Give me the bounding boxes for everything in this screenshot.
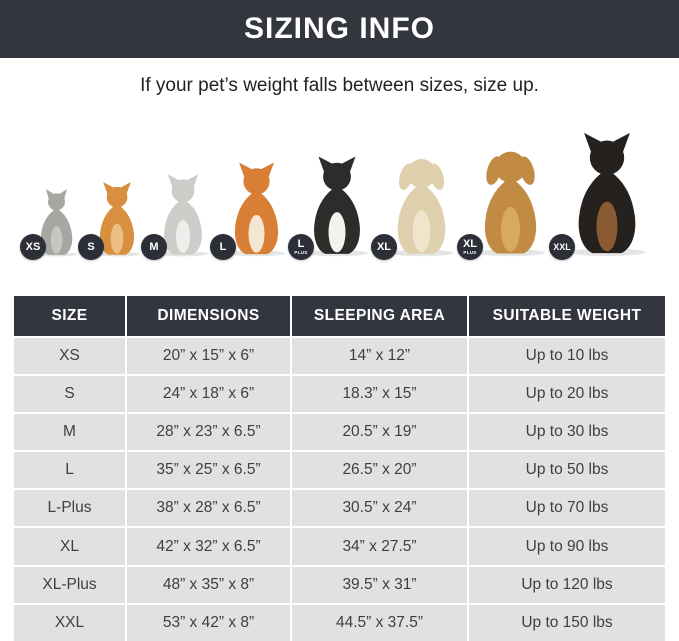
table-cell: Up to 90 lbs bbox=[469, 528, 665, 565]
pet-size-lineup: XS S M L L PLUS bbox=[0, 100, 679, 270]
pomeranian-icon bbox=[88, 181, 146, 262]
table-cell: Up to 10 lbs bbox=[469, 338, 665, 375]
table-cell: 30.5” x 24” bbox=[292, 490, 467, 527]
size-badge-label: M bbox=[149, 240, 159, 253]
size-badge-label: L bbox=[297, 237, 305, 250]
border-collie-icon bbox=[298, 155, 376, 262]
size-badge: XXL bbox=[549, 234, 575, 260]
table-cell: Up to 50 lbs bbox=[469, 452, 665, 489]
column-header-suitable-weight: SUITABLE WEIGHT bbox=[469, 296, 665, 336]
size-badge-sublabel: PLUS bbox=[463, 249, 477, 255]
table-cell: 20.5” x 19” bbox=[292, 414, 467, 451]
size-badge-label: XL bbox=[376, 240, 392, 253]
table-cell: XS bbox=[14, 338, 125, 375]
table-cell: XXL bbox=[14, 604, 125, 641]
size-badge: XS bbox=[20, 234, 46, 260]
table-row: XL 42” x 32” x 6.5” 34” x 27.5” Up to 90 lb… bbox=[14, 528, 665, 565]
table-row: XL-Plus 48” x 35” x 8” 39.5” x 31” Up to 12… bbox=[14, 566, 665, 603]
pet-gray-cat: XS bbox=[20, 187, 83, 262]
table-cell: 28” x 23” x 6.5” bbox=[127, 414, 290, 451]
table-header-row: SIZE DIMENSIONS SLEEPING AREA SUITABLE WEIG… bbox=[14, 296, 665, 336]
table-cell: M bbox=[14, 414, 125, 451]
table-cell: 18.3” x 15” bbox=[292, 376, 467, 413]
size-badge: L PLUS bbox=[288, 234, 314, 260]
table-cell: 48” x 35” x 8” bbox=[127, 566, 290, 603]
column-header-sleeping-area: SLEEPING AREA bbox=[292, 296, 467, 336]
table-cell: Up to 70 lbs bbox=[469, 490, 665, 527]
table-cell: Up to 150 lbs bbox=[469, 604, 665, 641]
table-row: XS 20” x 15” x 6” 14” x 12” Up to 10 lbs bbox=[14, 338, 665, 375]
table-cell: XL bbox=[14, 528, 125, 565]
table-cell: 34” x 27.5” bbox=[292, 528, 467, 565]
table-cell: 38” x 28” x 6.5” bbox=[127, 490, 290, 527]
table-cell: L bbox=[14, 452, 125, 489]
page-title: SIZING INFO bbox=[244, 12, 435, 45]
table-row: L-Plus 38” x 28” x 6.5” 30.5” x 24” Up to 7… bbox=[14, 490, 665, 527]
table-cell: Up to 120 lbs bbox=[469, 566, 665, 603]
size-badge-label: XXL bbox=[553, 241, 571, 252]
table-cell: Up to 20 lbs bbox=[469, 376, 665, 413]
size-badge-label: L bbox=[219, 240, 227, 253]
table-cell: 24” x 18” x 6” bbox=[127, 376, 290, 413]
shiba-inu-icon bbox=[220, 161, 293, 262]
table-row: XXL 53” x 42” x 8” 44.5” x 37.5” Up to 150 … bbox=[14, 604, 665, 641]
table-cell: 42” x 32” x 6.5” bbox=[127, 528, 290, 565]
table-cell: S bbox=[14, 376, 125, 413]
labrador-icon bbox=[381, 151, 462, 262]
size-badge: M bbox=[141, 234, 167, 260]
table-row: L 35” x 25” x 6.5” 26.5” x 20” Up to 50 lbs bbox=[14, 452, 665, 489]
size-badge-sublabel: PLUS bbox=[294, 249, 308, 255]
cat-icon bbox=[30, 187, 83, 262]
golden-retriever-icon bbox=[467, 143, 554, 262]
table-cell: 53” x 42” x 8” bbox=[127, 604, 290, 641]
table-body: XS 20” x 15” x 6” 14” x 12” Up to 10 lbs S 24… bbox=[14, 338, 665, 641]
doberman-icon bbox=[559, 131, 655, 262]
pet-border-collie: L PLUS bbox=[288, 155, 376, 262]
sizing-table: SIZE DIMENSIONS SLEEPING AREA SUITABLE WEIG… bbox=[14, 296, 665, 641]
pet-french-bulldog: M bbox=[141, 173, 215, 262]
subtitle: If your pet’s weight falls between sizes… bbox=[140, 75, 539, 96]
size-badge-label: S bbox=[87, 240, 95, 253]
size-badge: L bbox=[210, 234, 236, 260]
table-row: M 28” x 23” x 6.5” 20.5” x 19” Up to 30 lbs bbox=[14, 414, 665, 451]
table-cell: 26.5” x 20” bbox=[292, 452, 467, 489]
pet-pomeranian: S bbox=[78, 181, 146, 262]
column-header-size: SIZE bbox=[14, 296, 125, 336]
size-badge: XL bbox=[371, 234, 397, 260]
column-header-dimensions: DIMENSIONS bbox=[127, 296, 290, 336]
pet-labrador: XL bbox=[371, 151, 462, 262]
table-cell: 44.5” x 37.5” bbox=[292, 604, 467, 641]
size-badge: XL PLUS bbox=[457, 234, 483, 260]
banner: SIZING INFO bbox=[0, 0, 679, 58]
size-badge: S bbox=[78, 234, 104, 260]
size-badge-label: XL bbox=[462, 237, 478, 250]
pet-shiba-inu: L bbox=[210, 161, 293, 262]
table-cell: XL-Plus bbox=[14, 566, 125, 603]
table-cell: L-Plus bbox=[14, 490, 125, 527]
pet-doberman: XXL bbox=[549, 131, 655, 262]
table-row: S 24” x 18” x 6” 18.3” x 15” Up to 20 lbs bbox=[14, 376, 665, 413]
table-cell: 14” x 12” bbox=[292, 338, 467, 375]
table-cell: 35” x 25” x 6.5” bbox=[127, 452, 290, 489]
french-bulldog-icon bbox=[151, 173, 215, 262]
table-cell: 20” x 15” x 6” bbox=[127, 338, 290, 375]
size-badge-label: XS bbox=[25, 240, 41, 253]
table-cell: Up to 30 lbs bbox=[469, 414, 665, 451]
pet-golden-retriever: XL PLUS bbox=[457, 143, 554, 262]
table-cell: 39.5” x 31” bbox=[292, 566, 467, 603]
